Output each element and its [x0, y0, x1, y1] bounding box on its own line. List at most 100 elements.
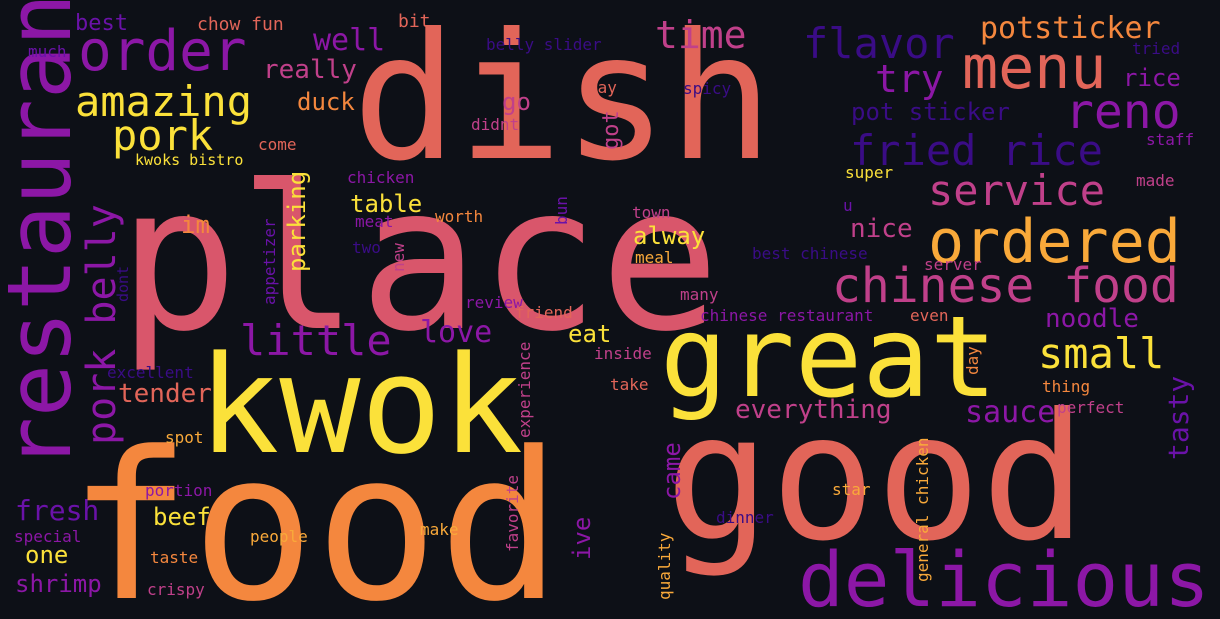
word-chinese-restaurant: chinese restaurant	[700, 306, 873, 325]
word-super: super	[845, 163, 894, 182]
word-portion: portion	[145, 481, 212, 500]
word-well: well	[313, 23, 385, 58]
word-service: service	[928, 166, 1105, 215]
word-come: come	[258, 135, 297, 154]
word-one: one	[25, 541, 68, 569]
word-fried-rice: fried rice	[850, 126, 1103, 175]
word-tender: tender	[118, 379, 212, 409]
word-chicken: chicken	[347, 168, 414, 187]
word-appetizer: appetizer	[260, 218, 279, 305]
word-got: got	[599, 110, 624, 150]
word-people: people	[250, 527, 308, 546]
word-eat: eat	[568, 320, 611, 348]
word-little: little	[240, 316, 392, 365]
word-special: special	[14, 527, 81, 546]
word-fresh: fresh	[15, 494, 99, 527]
word-taste: taste	[150, 548, 198, 567]
word-noodle: noodle	[1045, 304, 1139, 334]
word-go: go	[502, 88, 531, 116]
word-pot-sticker: pot sticker	[851, 98, 1010, 126]
word-rice: rice	[1123, 64, 1181, 92]
word-alway: alway	[633, 222, 705, 250]
word-bun: bun	[552, 196, 571, 225]
word-came: came	[658, 442, 686, 500]
word-quality: quality	[655, 532, 674, 600]
word-crispy: crispy	[147, 580, 205, 599]
word-really: really	[263, 55, 357, 85]
word-dinner: dinner	[716, 508, 774, 527]
word-many: many	[680, 285, 719, 304]
word-place: place	[118, 143, 720, 376]
word-everything: everything	[735, 395, 892, 425]
word-pork-belly: pork belly	[79, 204, 125, 445]
word-staff: staff	[1146, 130, 1194, 149]
word-bit: bit	[398, 11, 431, 32]
word-favorite: favorite	[503, 475, 522, 552]
word-good: good	[665, 377, 1086, 580]
word-delicious: delicious	[798, 535, 1210, 619]
word-shrimp: shrimp	[15, 570, 102, 598]
word-chow-fun: chow fun	[197, 14, 284, 35]
word-best: best	[75, 11, 128, 36]
word-order: order	[78, 19, 247, 84]
word-experience: experience	[515, 342, 534, 438]
word-beef: beef	[153, 503, 211, 531]
word-make: make	[420, 520, 459, 539]
word-nice: nice	[850, 214, 913, 244]
word-pork: pork	[112, 111, 213, 160]
word-potsticker: potsticker	[980, 11, 1161, 46]
word-much: much	[28, 42, 67, 61]
word-town: town	[632, 203, 671, 222]
word-two: two	[352, 238, 381, 257]
word-friend: friend	[515, 303, 573, 322]
word-love: love	[420, 315, 492, 350]
word-review: review	[465, 293, 523, 312]
word-meat: meat	[355, 212, 394, 231]
word-meal: meal	[635, 248, 674, 267]
word-best-chinese: best chinese	[752, 244, 868, 263]
word-dish: dish	[352, 0, 773, 200]
word-reno: reno	[1065, 84, 1181, 140]
word-server: server	[924, 255, 982, 274]
word-restaurant: restaurant	[0, 0, 91, 470]
word-made: made	[1136, 171, 1175, 190]
word-even: even	[910, 306, 949, 325]
word-spicy: spicy	[683, 79, 732, 98]
word-thing: thing	[1042, 377, 1090, 396]
word-amazing: amazing	[75, 77, 252, 126]
word-table: table	[350, 190, 422, 218]
word-take: take	[610, 375, 649, 394]
word-perfect: perfect	[1057, 398, 1124, 417]
word-tasty: tasty	[1162, 376, 1195, 460]
word-im: im	[181, 211, 210, 239]
word-time: time	[655, 13, 747, 57]
word-try: try	[875, 57, 944, 101]
word-tried: tried	[1132, 39, 1180, 58]
word-ordered: ordered	[928, 207, 1181, 277]
word-kwok: kwok	[198, 327, 523, 484]
word-flavor: flavor	[803, 19, 955, 68]
word-kwoks-bistro: kwoks bistro	[135, 151, 243, 169]
word-small: small	[1038, 329, 1164, 378]
word-sauce: sauce	[965, 395, 1055, 430]
word-didnt: didnt	[471, 115, 519, 134]
word-general-chicken: general chicken	[913, 438, 932, 583]
word-food: food	[68, 409, 562, 619]
word-great: great	[660, 293, 997, 423]
word-menu: menu	[962, 33, 1107, 103]
word-new: new	[389, 243, 408, 272]
word-say: say	[588, 78, 617, 97]
word-duck: duck	[297, 88, 355, 116]
word-dont: dont	[114, 266, 132, 302]
word-day: day	[963, 346, 982, 375]
word-u: u	[843, 196, 853, 215]
word-spot: spot	[165, 428, 204, 447]
word-excellent: excellent	[107, 363, 194, 382]
word-parking: parking	[283, 171, 311, 272]
word-ive: ive	[568, 517, 596, 560]
word-chinese-food: chinese food	[832, 258, 1179, 314]
word-star: star	[832, 480, 871, 499]
word-inside: inside	[594, 344, 652, 363]
